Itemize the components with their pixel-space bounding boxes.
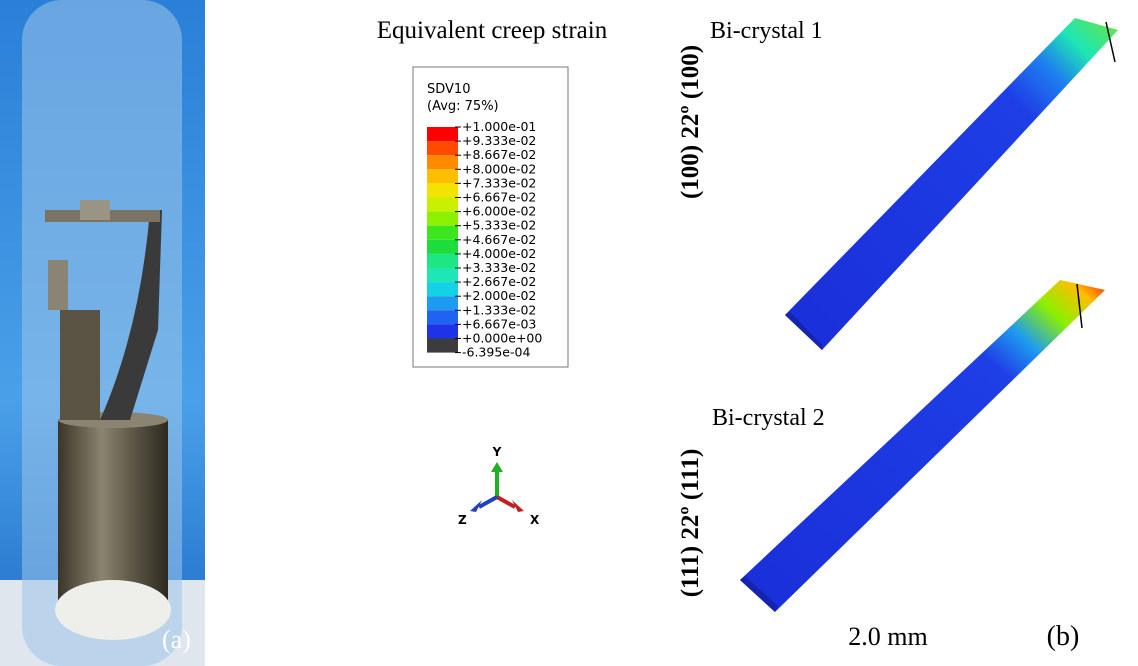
panel-label: (b) [1047,621,1080,652]
legend-swatch [427,225,458,240]
legend-swatch [427,197,458,212]
axis-y: Y [492,445,502,459]
crystal-1-name: Bi-crystal 1 [710,18,823,44]
legend-title: SDV10 [427,82,470,97]
legend-swatch [427,268,458,283]
legend-label: +3.333e-02 [462,260,536,275]
legend-label: +1.333e-02 [462,302,536,317]
legend-label: +9.333e-02 [462,133,536,148]
legend-swatch [427,127,458,142]
crystal-2-name: Bi-crystal 2 [712,405,825,431]
legend-swatch [427,141,458,156]
title: Equivalent creep strain [377,17,608,44]
legend-label: +2.000e-02 [462,288,536,303]
legend-label: +4.667e-02 [462,232,536,247]
legend-label: +6.667e-03 [462,316,536,331]
legend-swatch [427,310,458,325]
panel-label: (a) [162,625,191,654]
legend-swatch [427,169,458,184]
beam-2 [740,280,1105,612]
legend-label: +1.000e-01 [462,119,536,134]
legend-swatch [427,183,458,198]
axis-triad [470,462,524,512]
legend-swatch [427,211,458,226]
scale-label: 2.0 mm [848,622,927,651]
legend-label: +2.667e-02 [462,274,536,289]
orientation-2: (111) 22º (111) [677,449,704,598]
orientation-1: (100) 22º (100) [677,45,704,199]
axis-x: X [530,513,540,527]
legend-swatch [427,239,458,254]
legend-swatch [427,338,458,353]
legend-swatch [427,282,458,297]
legend-label: +5.333e-02 [462,218,536,233]
legend-label: +0.000e+00 [462,331,542,346]
legend-label: +4.000e-02 [462,246,536,261]
legend-label: +8.667e-02 [462,147,536,162]
legend-swatch [427,155,458,170]
legend-swatch [427,253,458,268]
legend-label: +6.000e-02 [462,204,536,219]
legend: +1.000e-01+9.333e-02+8.667e-02+8.000e-02… [427,119,542,360]
legend-subtitle: (Avg: 75%) [427,99,499,114]
photo [0,0,205,666]
axis-z: Z [458,513,467,527]
legend-label: +8.000e-02 [462,161,536,176]
legend-swatch [427,296,458,311]
legend-label: +7.333e-02 [462,175,536,190]
legend-swatch [427,324,458,339]
legend-label: -6.395e-04 [462,345,530,360]
legend-label: +6.667e-02 [462,190,536,205]
beam-1 [785,18,1118,350]
